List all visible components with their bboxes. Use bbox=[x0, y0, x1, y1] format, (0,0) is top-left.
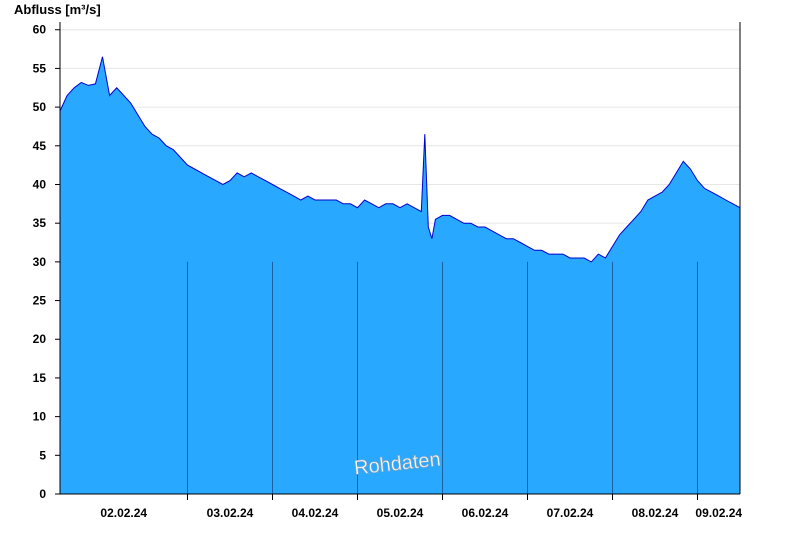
x-tick-label: 07.02.24 bbox=[547, 506, 594, 520]
y-tick-label: 50 bbox=[33, 100, 47, 114]
x-tick-label: 06.02.24 bbox=[462, 506, 509, 520]
y-tick-label: 60 bbox=[33, 23, 47, 37]
y-tick-label: 40 bbox=[33, 177, 47, 191]
x-tick-label: 08.02.24 bbox=[632, 506, 679, 520]
y-tick-label: 15 bbox=[33, 371, 47, 385]
discharge-area bbox=[60, 56, 740, 495]
y-tick-label: 10 bbox=[33, 410, 47, 424]
y-tick-label: 45 bbox=[33, 139, 47, 153]
x-tick-label: 02.02.24 bbox=[100, 506, 147, 520]
x-tick-label: 04.02.24 bbox=[292, 506, 339, 520]
y-tick-label: 20 bbox=[33, 332, 47, 346]
y-tick-label: 35 bbox=[33, 216, 47, 230]
x-tick-label: 05.02.24 bbox=[377, 506, 424, 520]
discharge-line bbox=[59, 56, 741, 263]
y-tick-label: 0 bbox=[39, 487, 46, 501]
y-axis-title: Abfluss [m³/s] bbox=[14, 2, 101, 17]
x-tick-label: 03.02.24 bbox=[207, 506, 254, 520]
y-tick-label: 5 bbox=[39, 448, 46, 462]
x-tick-label: 09.02.24 bbox=[695, 506, 742, 520]
y-tick-label: 25 bbox=[33, 294, 47, 308]
y-tick-label: 30 bbox=[33, 255, 47, 269]
y-tick-label: 55 bbox=[33, 61, 47, 75]
